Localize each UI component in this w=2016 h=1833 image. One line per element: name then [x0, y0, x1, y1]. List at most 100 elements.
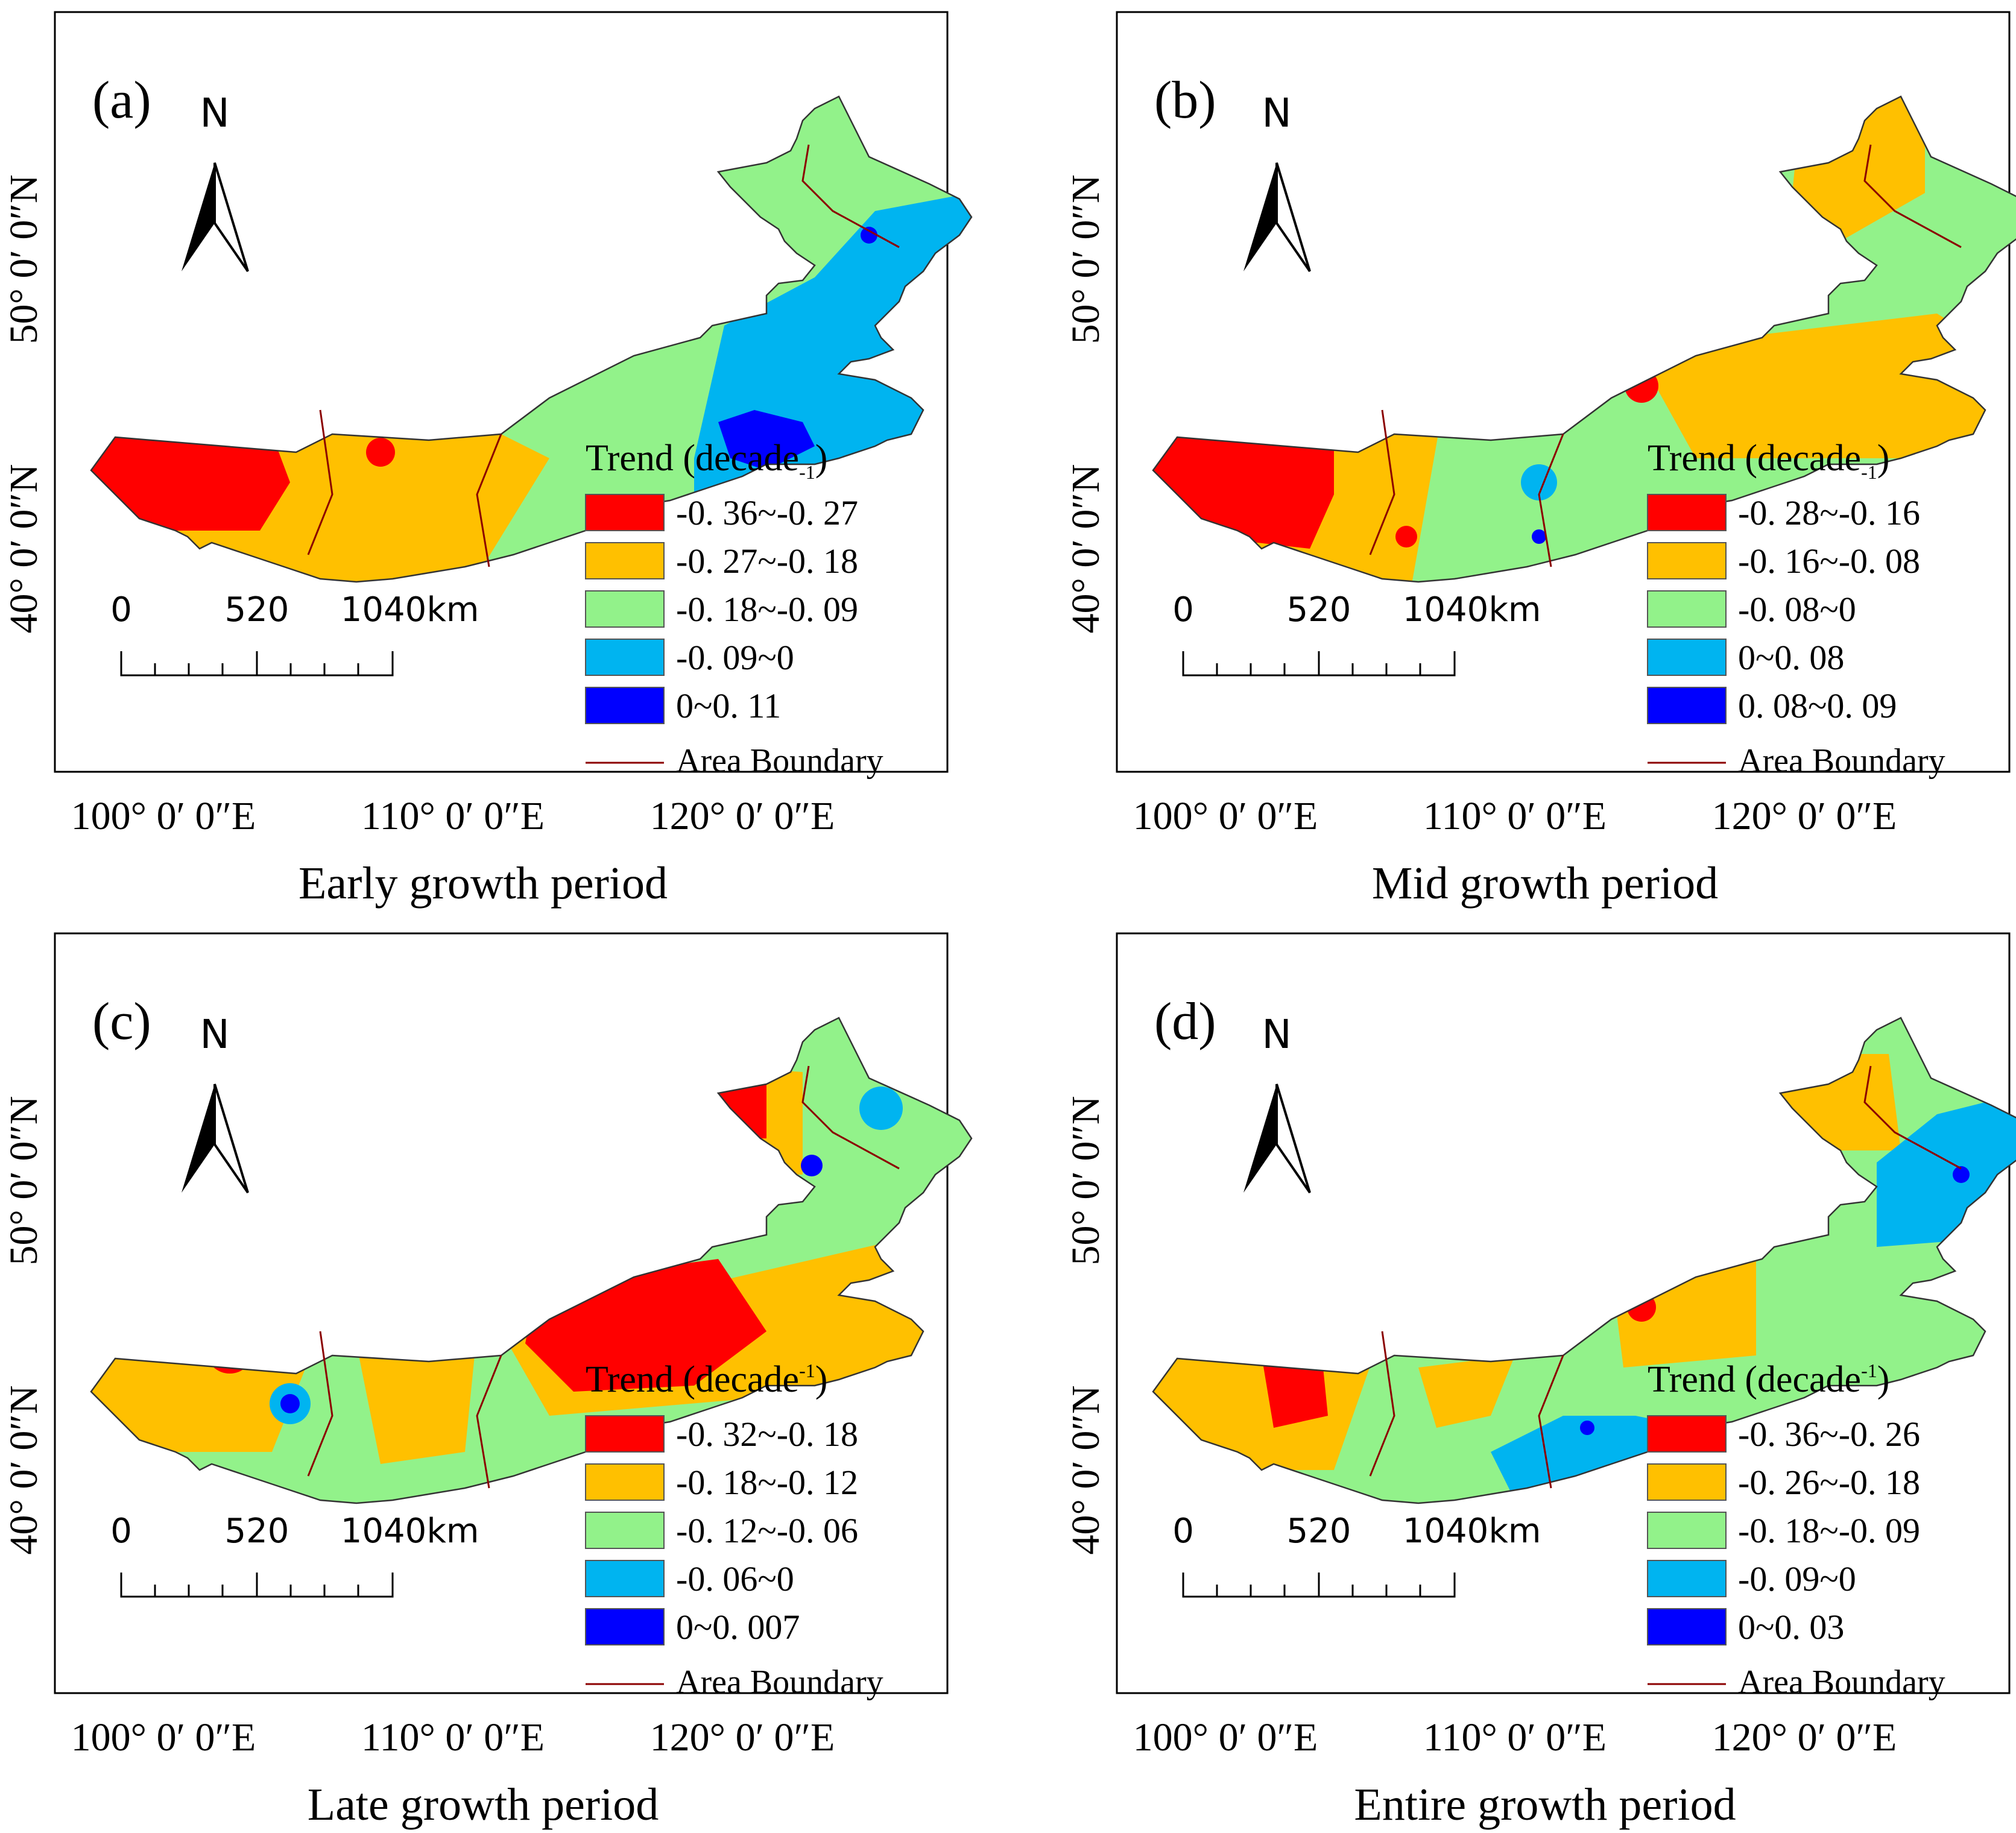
scalebar-unit: km [427, 1512, 479, 1551]
legend-item-label: 0~0. 007 [676, 1607, 800, 1647]
legend: Trend (decade-1) -0. 28~-0. 16 -0. 16~-0… [1647, 438, 1945, 780]
scalebar-unit: km [427, 590, 479, 629]
lat-label: 50° 0′ 0″N [1064, 1096, 1108, 1266]
lat-label: 50° 0′ 0″N [1064, 175, 1108, 344]
legend-item-label: -0. 26~-0. 18 [1738, 1463, 1920, 1502]
zone-blue-spot [859, 1087, 903, 1130]
legend-item-label: -0. 09~0 [1738, 1559, 1856, 1598]
north-arrow: N [182, 90, 249, 273]
area-boundary [307, 144, 900, 567]
scalebar: 0 520 1040 km [1172, 1512, 1541, 1598]
area-boundary [307, 1065, 900, 1489]
scalebar: 0 520 1040 km [110, 590, 479, 677]
scalebar-tick-label: 1040 [1403, 590, 1489, 629]
north-arrow-icon [1243, 163, 1277, 271]
zone-deep-blue-spot [801, 1155, 823, 1176]
legend-swatch [1647, 1415, 1727, 1453]
lat-label: 50° 0′ 0″N [2, 175, 46, 344]
legend-item-label: -0. 36~-0. 27 [676, 493, 858, 532]
lon-label: 100° 0′ 0″E [1133, 1715, 1318, 1759]
north-arrow-icon [1243, 1084, 1277, 1193]
panel-a: (a) N Trend (decade-1) -0. 36~-0. 27 -0.… [2, 11, 973, 909]
scalebar-tick-label: 520 [225, 1512, 289, 1551]
legend-boundary-label: Area Boundary [676, 742, 883, 780]
lat-label: 40° 0′ 0″N [2, 1386, 46, 1555]
legend-item-label: 0~0. 03 [1738, 1607, 1844, 1647]
legend-item-label: -0. 18~-0. 09 [676, 590, 858, 629]
north-label: N [200, 1011, 229, 1058]
north-arrow: N [1243, 1011, 1311, 1194]
scalebar-tick-label: 0 [1172, 1512, 1194, 1551]
lat-label: 40° 0′ 0″N [1064, 1386, 1108, 1555]
legend-item-label: -0. 09~0 [676, 638, 794, 677]
north-arrow-icon [182, 163, 215, 271]
zone-red-spot [1395, 526, 1417, 547]
panel-c: (c) N Trend (decade-1) -0. 32~-0. 18 -0.… [2, 932, 973, 1830]
legend-swatch [585, 1463, 665, 1501]
panel-caption: Late growth period [308, 1779, 659, 1830]
legend-swatch [585, 1512, 665, 1549]
scalebar-tick-label: 0 [1172, 590, 1194, 629]
panel-caption: Early growth period [299, 858, 668, 909]
scalebar: 0 520 1040 km [1172, 590, 1541, 677]
lon-label: 120° 0′ 0″E [650, 1715, 835, 1759]
scalebar-tick-label: 1040 [341, 590, 427, 629]
legend-item-label: -0. 32~-0. 18 [676, 1415, 858, 1454]
north-arrow: N [182, 1011, 249, 1194]
zone-orange [1418, 1355, 1515, 1428]
legend-item-label: 0~0. 08 [1738, 638, 1844, 677]
panel-caption: Entire growth period [1354, 1779, 1736, 1830]
legend-swatch [585, 1608, 665, 1645]
north-label: N [200, 90, 229, 136]
lon-label: 100° 0′ 0″E [1133, 794, 1318, 838]
legend-item-label: -0. 16~-0. 08 [1738, 541, 1920, 581]
north-label: N [1262, 1011, 1291, 1058]
zone-orange [1635, 314, 2016, 458]
legend: Trend (decade-1) -0. 32~-0. 18 -0. 18~-0… [585, 1359, 883, 1701]
legend-item-label: -0. 12~-0. 06 [676, 1511, 858, 1550]
zone-deep-blue-spot [1580, 1421, 1594, 1435]
lon-label: 110° 0′ 0″E [1423, 1715, 1607, 1759]
lon-label: 100° 0′ 0″E [71, 1715, 256, 1759]
legend-title: Trend (decade-1) [1648, 438, 1889, 483]
lon-label: 110° 0′ 0″E [361, 1715, 545, 1759]
legend-boundary-label: Area Boundary [1738, 742, 1945, 780]
panel-b: (b) N Trend (decade-1) -0. 28~-0. 16 -0.… [1064, 11, 2016, 909]
lat-label: 40° 0′ 0″N [1064, 464, 1108, 634]
legend-swatch [585, 542, 665, 579]
scalebar-tick-label: 520 [1287, 590, 1351, 629]
zone-red-spot [366, 438, 395, 467]
legend-boundary-label: Area Boundary [676, 1664, 883, 1701]
legend-item-label: 0. 08~0. 09 [1738, 686, 1897, 725]
legend-title: Trend (decade-1) [586, 438, 827, 483]
scalebar-tick-label: 520 [225, 590, 289, 629]
area-boundary [1369, 144, 1962, 567]
scalebar-unit: km [1489, 590, 1541, 629]
lon-label: 110° 0′ 0″E [1423, 794, 1607, 838]
legend-swatch [1647, 1512, 1727, 1549]
legend-title: Trend (decade-1) [1648, 1359, 1889, 1400]
legend-swatch [1647, 1560, 1727, 1597]
scalebar-unit: km [1489, 1512, 1541, 1551]
legend-item-label: -0. 18~-0. 09 [1738, 1511, 1920, 1550]
legend-swatch [585, 687, 665, 724]
north-label: N [1262, 90, 1291, 136]
legend-title: Trend (decade-1) [586, 1359, 827, 1400]
north-arrow-icon-outline [213, 1084, 249, 1194]
legend-swatch [1647, 687, 1727, 724]
zone-deep-blue-spot [280, 1394, 300, 1413]
zone-red [91, 422, 290, 531]
legend-swatch [1647, 542, 1727, 579]
zone-deep-blue-spot [1953, 1166, 1970, 1183]
scalebar-tick-label: 1040 [1403, 1512, 1489, 1551]
legend: Trend (decade-1) -0. 36~-0. 27 -0. 27~-0… [585, 438, 883, 780]
legend-swatch [1647, 639, 1727, 676]
panel-d: (d) N Trend (decade-1) -0. 36~-0. 26 -0.… [1064, 932, 2016, 1830]
area-boundary [1369, 1065, 1962, 1489]
lat-label: 50° 0′ 0″N [2, 1096, 46, 1266]
lon-label: 120° 0′ 0″E [1712, 794, 1897, 838]
zone-deep-blue [718, 410, 815, 470]
north-arrow-icon-outline [1275, 1084, 1311, 1194]
scalebar-tick-label: 1040 [341, 1512, 427, 1551]
